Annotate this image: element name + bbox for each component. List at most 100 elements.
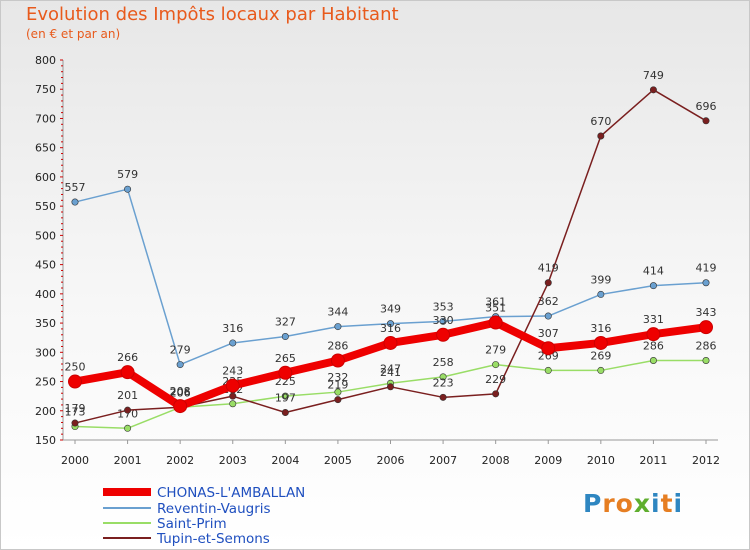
data-label: 225 bbox=[275, 375, 296, 388]
data-point bbox=[334, 388, 342, 396]
data-point bbox=[124, 185, 132, 193]
data-label: 419 bbox=[538, 262, 559, 275]
data-label: 279 bbox=[485, 344, 506, 357]
data-label: 330 bbox=[433, 314, 454, 327]
data-label: 316 bbox=[380, 322, 401, 335]
data-label: 344 bbox=[327, 306, 348, 319]
data-point bbox=[541, 341, 556, 356]
data-label: 232 bbox=[327, 371, 348, 384]
data-point bbox=[597, 290, 605, 298]
x-tick-label: 2010 bbox=[587, 454, 615, 467]
y-tick-label: 700 bbox=[35, 112, 56, 125]
x-tick-label: 2001 bbox=[114, 454, 142, 467]
y-tick-label: 600 bbox=[35, 171, 56, 184]
chart-subtitle: (en € et par an) bbox=[26, 27, 121, 41]
data-point bbox=[593, 335, 608, 350]
data-point bbox=[229, 400, 237, 408]
proxiti-logo: Proxiti bbox=[583, 489, 683, 518]
data-point bbox=[229, 392, 237, 400]
data-point bbox=[439, 393, 447, 401]
data-label: 179 bbox=[65, 402, 86, 415]
data-point bbox=[544, 279, 552, 287]
data-point bbox=[646, 327, 661, 342]
data-point bbox=[71, 198, 79, 206]
data-label: 206 bbox=[170, 386, 191, 399]
legend-label: Reventin-Vaugris bbox=[157, 501, 271, 517]
data-point bbox=[383, 335, 398, 350]
data-label: 219 bbox=[327, 379, 348, 392]
chart-title: Evolution des Impôts locaux par Habitant bbox=[26, 4, 399, 25]
y-tick-label: 800 bbox=[35, 54, 56, 67]
data-point bbox=[229, 339, 237, 347]
data-label: 557 bbox=[65, 181, 86, 194]
legend-label: Tupin-et-Semons bbox=[156, 531, 270, 547]
data-point bbox=[334, 396, 342, 404]
data-point bbox=[330, 353, 345, 368]
data-point bbox=[492, 361, 500, 369]
data-label: 241 bbox=[380, 366, 401, 379]
data-point bbox=[649, 86, 657, 94]
data-point bbox=[597, 132, 605, 140]
y-tick-label: 150 bbox=[35, 434, 56, 447]
legend-label: Saint-Prim bbox=[157, 516, 227, 532]
data-label: 223 bbox=[433, 376, 454, 389]
series-tupin-et-semons: 179 201 206 225 197 219 241 223 229 419 670 749 696 bbox=[65, 69, 717, 427]
data-label: 266 bbox=[117, 351, 138, 364]
data-label: 327 bbox=[275, 316, 296, 329]
x-tick-label: 2005 bbox=[324, 454, 352, 467]
data-label: 399 bbox=[590, 273, 611, 286]
data-point bbox=[649, 282, 657, 290]
chart-legend: CHONAS-L'AMBALLANReventin-VaugrisSaint-P… bbox=[103, 485, 305, 547]
x-tick-label: 2011 bbox=[639, 454, 667, 467]
data-label: 286 bbox=[696, 339, 717, 352]
data-point bbox=[281, 333, 289, 341]
data-label: 414 bbox=[643, 265, 664, 278]
data-point bbox=[702, 117, 710, 125]
data-point bbox=[597, 366, 605, 374]
y-tick-label: 200 bbox=[35, 405, 56, 418]
x-tick-label: 2002 bbox=[166, 454, 194, 467]
x-tick-label: 2004 bbox=[271, 454, 299, 467]
data-point bbox=[436, 327, 451, 342]
x-tick-label: 2003 bbox=[219, 454, 247, 467]
data-label: 362 bbox=[538, 295, 559, 308]
x-tick-label: 2007 bbox=[429, 454, 457, 467]
data-point bbox=[281, 409, 289, 417]
x-tick-label: 2008 bbox=[482, 454, 510, 467]
x-tick-label: 2009 bbox=[534, 454, 562, 467]
logo-letter: o bbox=[615, 489, 634, 518]
data-point bbox=[124, 424, 132, 432]
y-tick-label: 550 bbox=[35, 200, 56, 213]
legend-label: CHONAS-L'AMBALLAN bbox=[157, 485, 305, 501]
data-point bbox=[124, 406, 132, 414]
y-tick-label: 500 bbox=[35, 229, 56, 242]
data-label: 696 bbox=[696, 100, 717, 113]
logo-letter: t bbox=[660, 489, 674, 518]
data-label: 343 bbox=[696, 306, 717, 319]
data-label: 250 bbox=[65, 361, 86, 374]
data-label: 286 bbox=[643, 339, 664, 352]
data-label: 331 bbox=[643, 313, 664, 326]
data-label: 247 bbox=[380, 362, 401, 375]
data-label: 265 bbox=[275, 352, 296, 365]
chart-axes: 150 200 250 300 350 400 450 500 550 600 650 700 750 8… bbox=[35, 54, 720, 467]
data-point bbox=[281, 392, 289, 400]
data-label: 316 bbox=[222, 322, 243, 335]
y-tick-label: 650 bbox=[35, 142, 56, 155]
data-point bbox=[120, 365, 135, 380]
data-point bbox=[278, 365, 293, 380]
data-point bbox=[439, 373, 447, 381]
logo-letter: P bbox=[583, 489, 603, 518]
data-point bbox=[334, 323, 342, 331]
logo-letter: i bbox=[651, 489, 661, 518]
x-tick-label: 2012 bbox=[692, 454, 720, 467]
data-label: 279 bbox=[170, 344, 191, 357]
x-tick-label: 2006 bbox=[377, 454, 405, 467]
data-label: 197 bbox=[275, 392, 296, 405]
data-label: 579 bbox=[117, 168, 138, 181]
logo-letter: x bbox=[633, 489, 651, 518]
data-label: 670 bbox=[590, 115, 611, 128]
